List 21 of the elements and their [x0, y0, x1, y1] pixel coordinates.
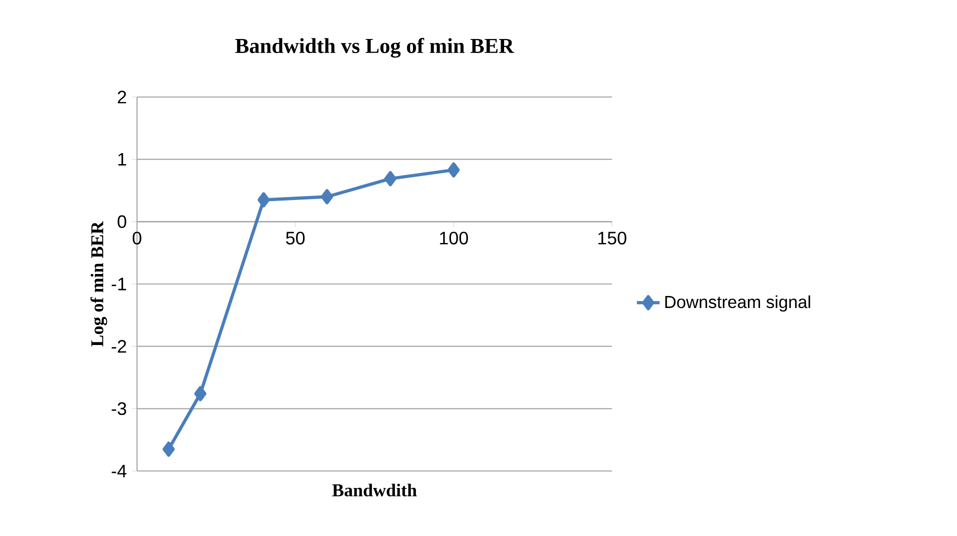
- x-tick-label: 100: [440, 232, 468, 244]
- point: [194, 386, 206, 402]
- point: [162, 442, 175, 457]
- y-axis-title: Log of min BER: [90, 221, 108, 346]
- y-tick-label: -3: [112, 402, 126, 416]
- y-tick-label: 1: [118, 153, 126, 166]
- y-tick-label: -1: [112, 278, 126, 290]
- x-tick-label: 150: [598, 232, 626, 244]
- point: [258, 192, 270, 208]
- x-tick-label: 50: [286, 232, 305, 244]
- x-tick-label: 0: [132, 232, 142, 244]
- y-tick-label: -2: [112, 340, 126, 353]
- point: [384, 171, 396, 186]
- y-tick-label: -4: [112, 464, 126, 478]
- x-axis-title: Bandwdith: [332, 484, 417, 496]
- point: [448, 162, 460, 178]
- point: [320, 189, 334, 204]
- legend-label: Downstream signal: [665, 295, 810, 312]
- chart-title: Bandwidth vs Log of min BER: [235, 38, 514, 58]
- y-tick-label: 0: [118, 215, 126, 228]
- y-tick-label: 2: [118, 90, 126, 104]
